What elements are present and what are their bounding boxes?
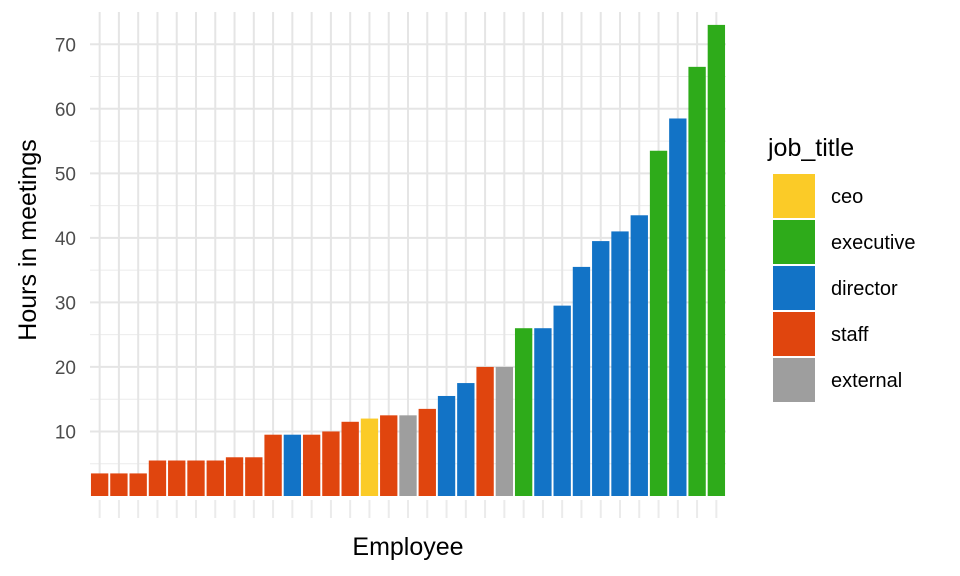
y-axis-tick-labels: 10 20 30 40 50 60 70 xyxy=(55,35,76,443)
y-tick-label: 70 xyxy=(55,35,76,56)
legend-title: job_title xyxy=(767,134,854,162)
legend-label-staff: staff xyxy=(831,324,869,346)
legend-label-ceo: ceo xyxy=(831,186,863,208)
y-tick-label: 40 xyxy=(55,229,76,250)
bar-33 xyxy=(707,24,726,496)
bar-4 xyxy=(148,460,167,496)
y-tick-label: 60 xyxy=(55,100,76,121)
bar-21 xyxy=(476,366,494,496)
legend: job_title ceo executive director staff exter… xyxy=(767,134,916,402)
x-axis-ticks xyxy=(98,500,718,518)
x-axis-title: Employee xyxy=(352,533,463,561)
bar-3 xyxy=(129,473,147,496)
bar-17 xyxy=(399,415,417,496)
bar-10 xyxy=(264,434,282,496)
bar-19 xyxy=(437,395,456,496)
bar-23 xyxy=(514,328,533,496)
y-axis-title: Hours in meetings xyxy=(14,139,42,340)
legend-label-external: external xyxy=(831,370,902,392)
y-tick-label: 50 xyxy=(55,164,76,185)
legend-swatch-director xyxy=(773,266,815,310)
bar-1 xyxy=(90,473,109,496)
legend-swatch-ceo xyxy=(773,174,815,218)
y-tick-label: 10 xyxy=(55,422,76,443)
bar-2 xyxy=(110,473,128,496)
bar-31 xyxy=(669,118,687,496)
legend-label-director: director xyxy=(831,278,898,300)
bar-5 xyxy=(168,460,186,496)
bar-9 xyxy=(245,457,263,496)
bar-14 xyxy=(341,421,359,496)
bar-22 xyxy=(495,366,514,496)
bar-series xyxy=(90,24,726,496)
bar-25 xyxy=(553,305,571,496)
bar-24 xyxy=(534,328,552,496)
bar-30 xyxy=(649,150,668,496)
y-tick-label: 30 xyxy=(55,293,76,314)
bar-11 xyxy=(283,434,302,496)
bar-28 xyxy=(611,231,629,496)
bar-12 xyxy=(302,434,321,496)
bar-27 xyxy=(592,241,610,496)
bar-16 xyxy=(380,415,398,496)
bar-32 xyxy=(688,66,706,496)
bar-18 xyxy=(418,408,436,496)
bar-7 xyxy=(206,460,224,496)
bar-6 xyxy=(187,460,205,496)
legend-swatch-executive xyxy=(773,220,815,264)
legend-label-executive: executive xyxy=(831,232,916,254)
bar-26 xyxy=(572,266,591,496)
legend-swatch-staff xyxy=(773,312,815,356)
bar-8 xyxy=(225,457,244,496)
bar-13 xyxy=(322,431,340,496)
legend-swatch-external xyxy=(773,358,815,402)
bar-15 xyxy=(360,418,379,496)
bar-29 xyxy=(630,215,648,496)
y-tick-label: 20 xyxy=(55,358,76,379)
bar-20 xyxy=(457,383,475,496)
